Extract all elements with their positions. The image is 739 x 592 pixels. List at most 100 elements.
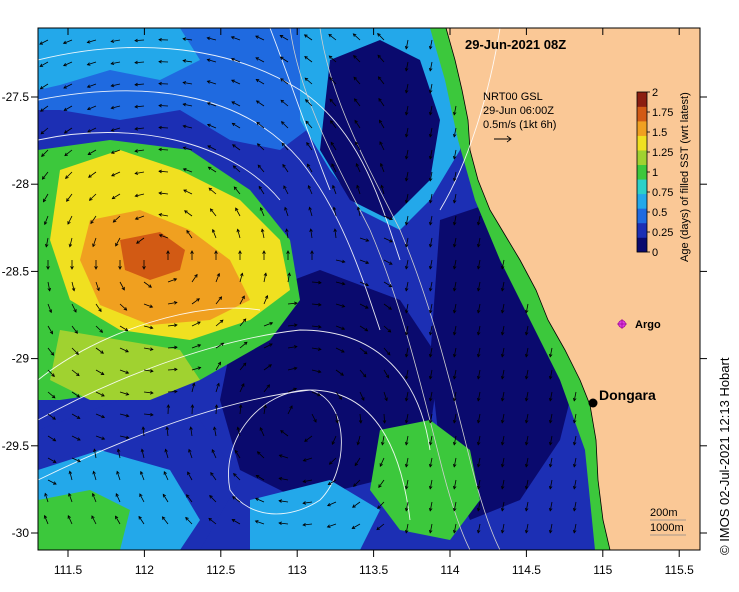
current-vector [191, 298, 200, 305]
current-vector [352, 523, 361, 529]
current-vector-head [317, 347, 322, 351]
region-deep-central [320, 40, 440, 220]
current-vector-head [358, 420, 363, 424]
current-vector [95, 325, 103, 333]
current-vector-head [500, 463, 505, 468]
current-vector [119, 325, 128, 332]
current-vector-head [182, 102, 187, 107]
current-vector [239, 318, 247, 327]
current-vector [40, 127, 49, 135]
current-vector [191, 383, 195, 393]
region-green-south [370, 420, 480, 540]
current-vector [429, 281, 433, 291]
current-vector-head [317, 392, 322, 397]
coastline [445, 28, 611, 550]
current-vector-head [218, 296, 223, 300]
current-vector-head [41, 176, 46, 180]
current-vector [237, 229, 241, 239]
current-vector-head [404, 155, 409, 160]
current-vector-head [52, 416, 56, 420]
current-vector [328, 34, 337, 41]
current-vector-head [452, 485, 457, 490]
current-vector-head [73, 309, 77, 313]
current-vector-head [524, 309, 529, 314]
current-vector-head [524, 353, 529, 358]
current-vector [215, 404, 218, 415]
current-vector-head [149, 347, 154, 351]
current-vector-head [500, 331, 505, 336]
colorbar-tick-label: 0 [652, 247, 658, 259]
current-vector [380, 163, 385, 173]
current-vector [263, 295, 268, 305]
current-vector [311, 303, 321, 306]
current-vector [287, 273, 290, 283]
current-vector [263, 364, 272, 371]
current-vector [215, 296, 222, 305]
current-vector-head [379, 141, 383, 145]
current-vector-head [257, 164, 262, 169]
current-vector [47, 435, 56, 442]
current-vector [477, 457, 481, 467]
current-vector-head [211, 228, 216, 233]
current-vector-head [254, 497, 259, 502]
current-vector-head [269, 321, 274, 326]
current-vector [453, 369, 457, 379]
current-vector-head [210, 471, 214, 476]
current-vector [335, 303, 345, 308]
current-vector [331, 435, 337, 445]
current-vector [87, 127, 97, 133]
current-vector-head [139, 470, 144, 475]
current-vector-head [572, 485, 577, 490]
current-vector-head [404, 485, 409, 490]
current-vector [310, 229, 313, 239]
current-vector-head [387, 329, 392, 333]
map-frame [37, 27, 701, 551]
current-vector [429, 61, 433, 71]
current-vector-head [476, 485, 481, 490]
current-vector-head [304, 56, 308, 60]
region-green-southwest [38, 490, 130, 550]
current-vector [429, 325, 433, 335]
current-vector [311, 347, 321, 350]
current-vector [383, 369, 389, 378]
current-vector-head [87, 151, 92, 155]
current-vector [212, 229, 217, 239]
current-vector [95, 347, 104, 354]
current-vector-head [307, 184, 312, 189]
current-vector [329, 457, 337, 465]
current-vector-head [77, 459, 81, 463]
current-vector-head [164, 448, 168, 453]
current-vector-head [548, 419, 553, 424]
x-tick-label: 111.5 [54, 563, 83, 577]
current-vector [376, 523, 385, 530]
current-vector-head [255, 57, 260, 61]
current-vector-head [206, 123, 211, 128]
current-vector [232, 122, 241, 129]
current-vector [525, 523, 529, 533]
colorbar-segment [637, 121, 647, 136]
current-vector [383, 281, 392, 288]
current-vector-head [217, 361, 222, 366]
current-vector-head [500, 309, 505, 314]
current-vector [143, 369, 153, 372]
current-vector-head [428, 45, 433, 50]
current-vector [135, 149, 145, 152]
current-vector-head [428, 441, 433, 446]
colorbar-segment [637, 208, 647, 224]
current-vector [307, 164, 313, 173]
current-vector [549, 413, 553, 423]
current-vector-head [88, 197, 93, 201]
current-vector-head [197, 366, 202, 370]
current-vector [332, 185, 337, 195]
current-vector-head [293, 345, 298, 349]
current-vector-head [255, 35, 259, 39]
current-vector [501, 391, 505, 401]
current-vector [429, 303, 433, 313]
current-vector [239, 273, 243, 283]
current-vector [429, 413, 433, 423]
current-vector [239, 341, 248, 349]
current-vector-head [377, 76, 382, 80]
current-vector [112, 193, 121, 200]
current-vector [453, 347, 457, 357]
current-vector-head [524, 529, 529, 534]
